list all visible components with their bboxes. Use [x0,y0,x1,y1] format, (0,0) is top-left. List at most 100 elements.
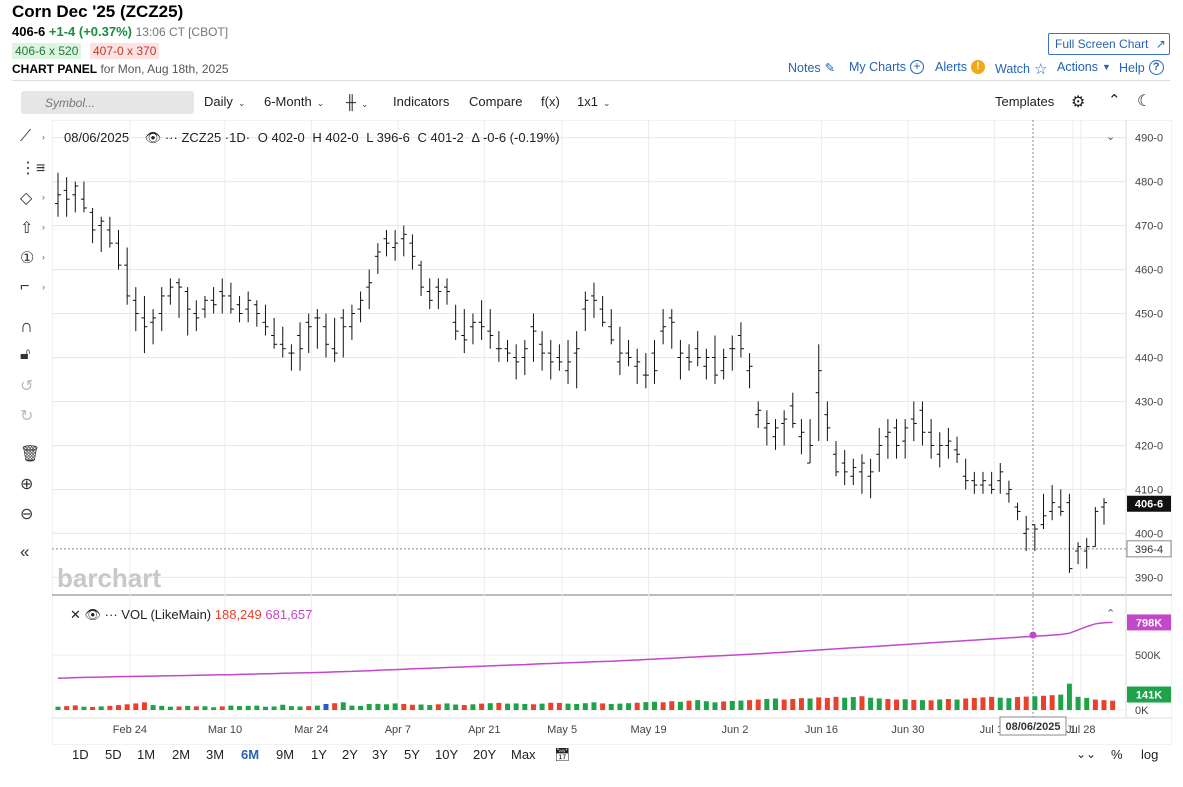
symbol-search-input[interactable] [21,91,194,114]
ohlc-bar [487,309,494,349]
period-5d[interactable]: 5D [105,747,122,762]
volume-bar [262,706,268,710]
chevron-right-icon: › [42,282,45,292]
zoom-in-icon[interactable]: ⊕ [20,476,34,493]
volume-bar [366,703,372,710]
ohlc-bar [374,243,381,274]
ohlc-bar [1014,502,1021,521]
chart-area[interactable]: 490-0 480-0 470-0 460-0 450-0 440-0 430-0 420-0… [52,120,1172,745]
period-1y[interactable]: 1Y [311,747,327,762]
volume-bar [1015,697,1021,710]
volume-bar [72,705,78,710]
ohlc-bar [1057,489,1064,516]
period-2m[interactable]: 2M [172,747,191,762]
indicators-button[interactable]: Indicators [393,94,450,109]
ohlc-bar [815,344,822,442]
fib-tool-icon[interactable]: ⋮≡ › [20,160,46,177]
period-10y[interactable]: 10Y [435,747,459,762]
period-3m[interactable]: 3M [206,747,225,762]
date-tick-label: Jun 30 [891,724,924,736]
measure-tool-icon[interactable]: ⌐ › [20,278,45,295]
gear-icon[interactable]: ⚙ [1071,94,1086,111]
arrow-tool-icon[interactable]: ⇧ › [20,220,45,237]
ohlc-bar [383,229,390,257]
layout-dropdown[interactable]: 1x1 ⌄ [577,94,611,109]
undo-icon[interactable]: ↺ [20,378,34,395]
volume-bar [928,700,934,710]
volume-bar [167,706,173,710]
alerts-link[interactable]: Alerts ! [935,60,985,74]
magnet-icon[interactable]: ∩ [20,316,33,336]
chevrons-down-icon[interactable]: ⌄⌄ [1076,747,1097,761]
ohlc-bar [945,427,952,459]
volume-bar [747,700,753,710]
expand-arrow-icon: ↗ [1155,37,1166,51]
chevron-down-icon: ⌄ [316,98,325,108]
period-6m[interactable]: 6M [241,747,260,762]
compare-button[interactable]: Compare [469,94,523,109]
more-dots-icon[interactable]: ··· [164,130,178,145]
period-1d[interactable]: 1D [72,747,89,762]
range-dropdown[interactable]: 6-Month ⌄ [264,94,324,109]
legend-open: 402-0 [271,130,305,145]
unlock-icon[interactable]: 🔓︎ [20,346,31,363]
chevron-right-icon: › [42,252,45,262]
volume-bar [945,699,951,710]
close-icon[interactable]: ✕ [70,607,81,622]
ohlc-bar [322,313,329,358]
header-divider [12,80,1170,81]
volume-bar [81,706,87,710]
volume-ma-badge-text: 798K [1136,617,1162,629]
ohlc-bar [504,339,511,362]
trash-icon[interactable]: 🗑︎ [20,446,41,463]
actions-menu[interactable]: Actions ▼ [1057,60,1111,74]
period-5y[interactable]: 5Y [404,747,420,762]
ohlc-bar [210,287,217,314]
fullscreen-chart-button[interactable]: Full Screen Chart ↗ [1048,33,1170,55]
ohlc-bar [115,229,122,270]
annotation-tool-icon[interactable]: ① › [20,250,45,267]
period-max[interactable]: Max [511,747,536,762]
function-button[interactable]: f(x) [541,94,560,109]
more-dots-icon[interactable]: ··· [104,607,118,622]
eye-icon[interactable]: 👁︎ [144,130,162,145]
volume-bar [64,706,70,710]
period-20y[interactable]: 20Y [473,747,497,762]
notes-link[interactable]: Notes ✎ [788,60,835,76]
my-charts-link[interactable]: My Charts + [849,60,924,74]
line-tool-icon[interactable]: ⟋ › [20,128,45,145]
period-1m[interactable]: 1M [137,747,156,762]
ohlc-bar [297,322,304,371]
ohlc-bar [106,216,113,248]
ohlc-bar [720,348,727,380]
collapse-left-icon[interactable]: « [20,542,30,561]
templates-button[interactable]: Templates [995,94,1055,109]
price-tick-label: 400-0 [1135,528,1163,540]
volume-collapse-icon[interactable]: ⌃ [1106,608,1116,620]
legend-collapse-icon[interactable]: ⌄ [1106,131,1116,143]
ohlc-bar [227,282,234,314]
redo-icon[interactable]: ↻ [20,408,34,425]
volume-bar [116,705,122,710]
collapse-up-icon[interactable]: ⌃ [1108,92,1121,109]
volume-bar [989,696,995,710]
ohlc-bar [772,419,779,450]
ohlc-bar [400,225,407,257]
calendar-icon[interactable]: 📅︎ [554,747,571,762]
ohlc-bar [781,410,788,446]
interval-dropdown[interactable]: Daily ⌄ [204,94,245,109]
watch-link[interactable]: Watch ☆ [995,60,1047,78]
zoom-out-icon[interactable]: ⊖ [20,506,34,523]
chart-svg[interactable]: 490-0 480-0 470-0 460-0 450-0 440-0 430-0 420-0… [52,120,1172,745]
volume-bar [971,697,977,710]
help-link[interactable]: Help ? [1119,60,1164,75]
eye-icon[interactable]: 👁︎ [84,607,102,622]
period-9m[interactable]: 9M [276,747,295,762]
dark-mode-icon[interactable]: ☾ [1137,93,1152,110]
percent-toggle[interactable]: % [1111,747,1123,762]
shape-tool-icon[interactable]: ◇ › [20,190,45,207]
chart-type-dropdown[interactable]: ╫ ⌄ [346,94,368,110]
period-3y[interactable]: 3Y [372,747,388,762]
period-2y[interactable]: 2Y [342,747,358,762]
log-toggle[interactable]: log [1141,747,1159,762]
